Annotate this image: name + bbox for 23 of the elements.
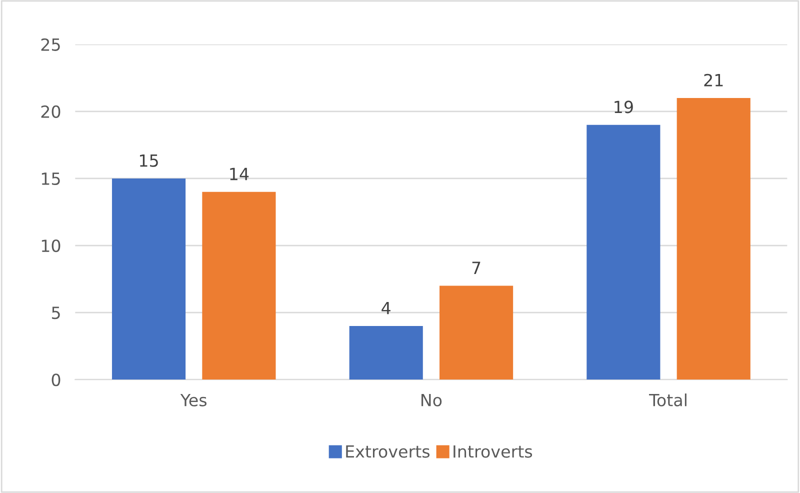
bar: [676, 98, 750, 380]
y-tick-label: 5: [52, 306, 60, 320]
x-tick-label: Yes: [180, 394, 207, 406]
y-tick-label: 0: [52, 374, 60, 386]
data-label: 19: [614, 100, 633, 114]
x-tick-label: No: [422, 394, 442, 406]
data-label: 15: [140, 154, 158, 167]
bar: [586, 124, 660, 380]
y-tick-label: 15: [42, 172, 60, 186]
bar: [349, 326, 423, 380]
bar: [202, 192, 276, 380]
bar: [112, 178, 186, 380]
data-label: 7: [472, 262, 480, 274]
y-tick-label: 10: [42, 239, 60, 252]
legend-label: Introverts: [454, 445, 532, 458]
data-label: 14: [230, 168, 249, 180]
data-label: 4: [382, 302, 390, 314]
data-label: 21: [704, 74, 723, 86]
bar: [440, 286, 514, 380]
y-tick-label: 20: [41, 105, 60, 118]
legend-label: Extroverts: [346, 445, 430, 458]
y-tick-label: 25: [41, 38, 60, 51]
x-tick-label: Total: [649, 394, 686, 406]
